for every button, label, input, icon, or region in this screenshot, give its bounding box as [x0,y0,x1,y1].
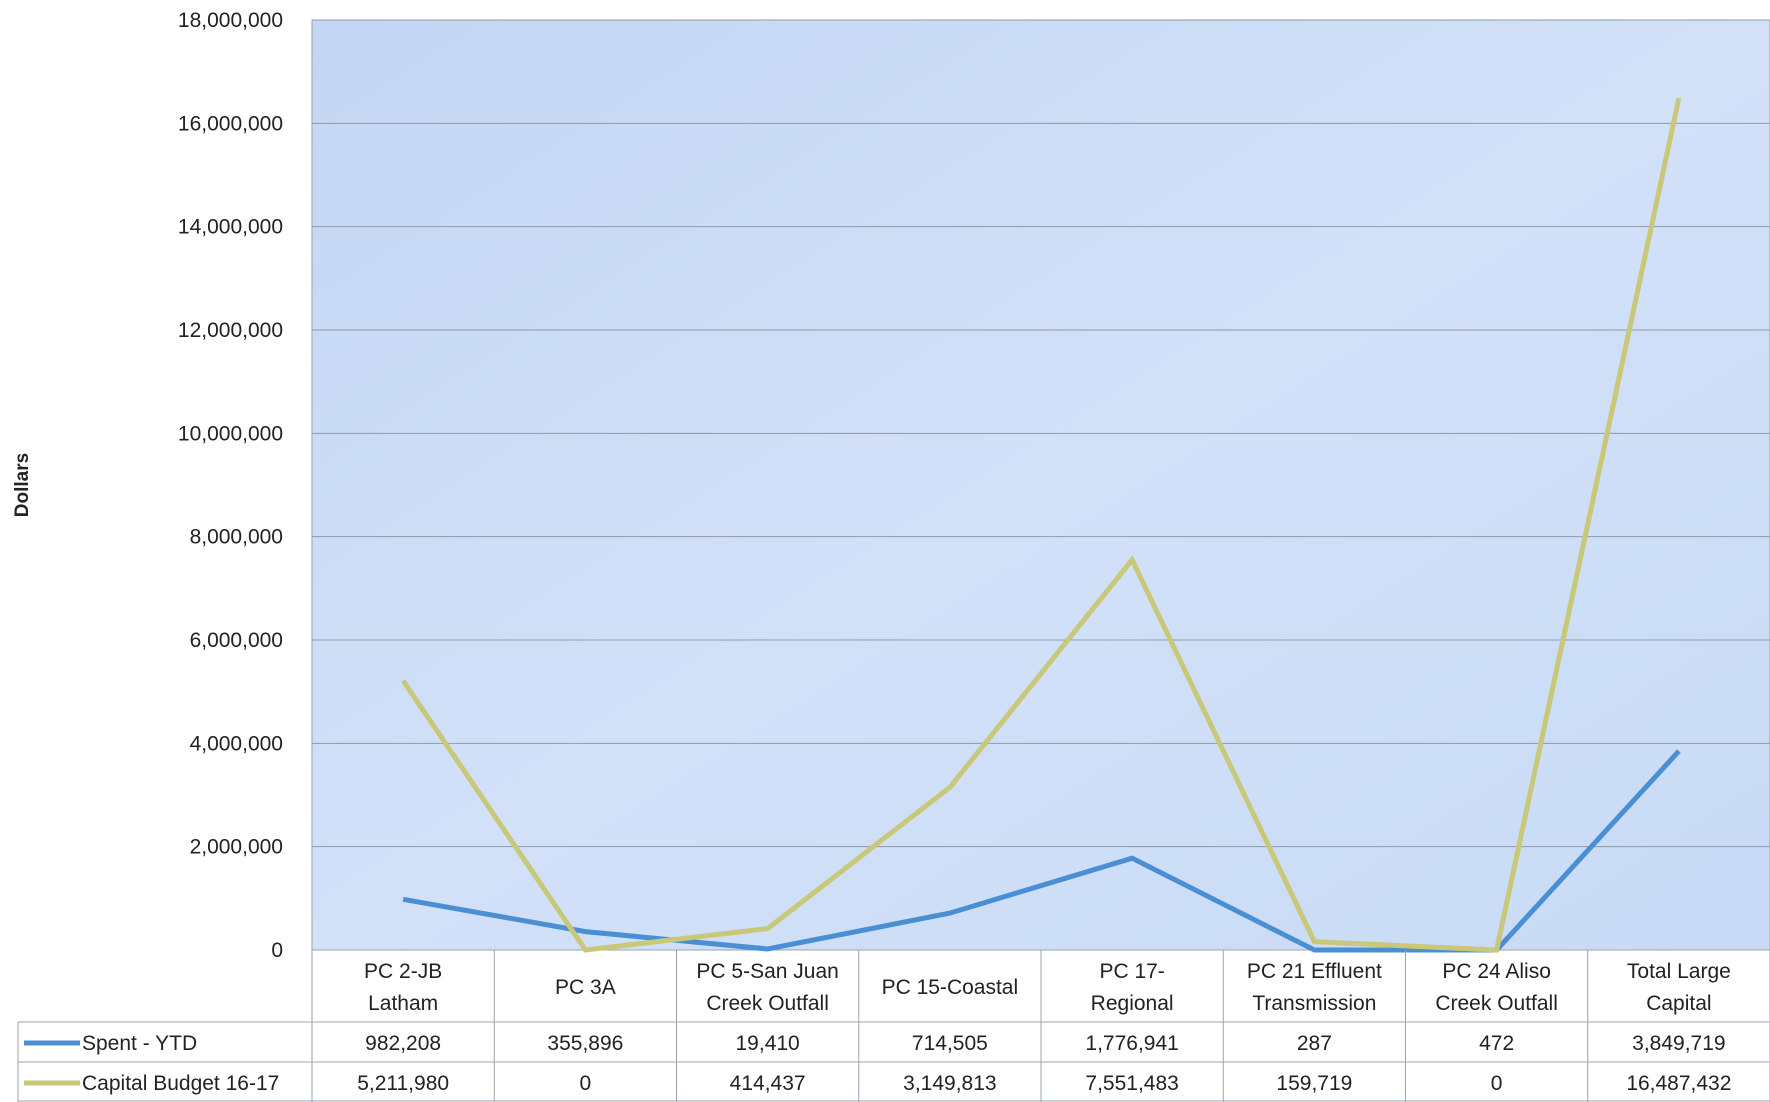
data-table: PC 2-JB Latham PC 3A PC 5-San Juan Creek Out… [17,950,1770,1102]
category-label: PC 21 Effluent [1247,960,1382,983]
category-label: PC 15-Coastal [882,976,1019,999]
category-label: PC 3A [555,976,616,999]
y-tick-label: 8,000,000 [190,526,283,549]
table-value: 287 [1297,1032,1332,1055]
category-label: Total Large [1627,960,1731,983]
category-label: PC 17- [1099,960,1164,983]
legend-label: Capital Budget 16-17 [82,1072,279,1095]
category-label: Creek Outfall [1435,992,1558,1015]
table-value: 1,776,941 [1085,1032,1178,1055]
category-label: PC 24 Aliso [1442,960,1551,983]
table-value: 7,551,483 [1085,1072,1178,1095]
category-label: PC 2-JB [364,960,442,983]
plot-area [311,19,1770,951]
table-value: 3,149,813 [903,1072,996,1095]
table-value: 355,896 [547,1032,623,1055]
y-tick-label: 16,000,000 [178,112,283,135]
y-tick-label: 6,000,000 [190,629,283,652]
table-value: 982,208 [365,1032,441,1055]
category-label: Capital [1646,992,1711,1015]
table-value: 19,410 [736,1032,800,1055]
table-value: 159,719 [1276,1072,1352,1095]
y-tick-label: 2,000,000 [190,836,283,859]
category-label: Regional [1091,992,1174,1015]
category-label: Latham [368,992,438,1015]
gridlines [312,19,1770,848]
category-label: Transmission [1252,992,1376,1015]
series-line-1 [401,97,1682,953]
table-value: 472 [1479,1032,1514,1055]
category-label: Creek Outfall [706,992,829,1015]
table-value: 3,849,719 [1632,1032,1725,1055]
table-value: 0 [580,1072,592,1095]
table-value: 414,437 [730,1072,806,1095]
table-value: 5,211,980 [357,1072,449,1095]
y-tick-label: 4,000,000 [190,732,283,755]
table-value: 16,487,432 [1626,1072,1731,1095]
y-axis: 0 2,000,000 4,000,000 6,000,000 8,000,000 10,… [178,9,283,962]
y-axis-label: Dollars [12,453,33,517]
y-tick-label: 12,000,000 [178,319,283,342]
y-tick-label: 10,000,000 [178,422,283,445]
y-tick-label: 18,000,000 [178,9,283,32]
series-lines [401,97,1682,953]
category-label: PC 5-San Juan [696,960,838,983]
table-value: 714,505 [912,1032,988,1055]
y-tick-label: 14,000,000 [178,216,283,239]
y-tick-label: 0 [271,939,283,962]
table-value: 0 [1491,1072,1503,1095]
legend-label: Spent - YTD [82,1032,197,1055]
